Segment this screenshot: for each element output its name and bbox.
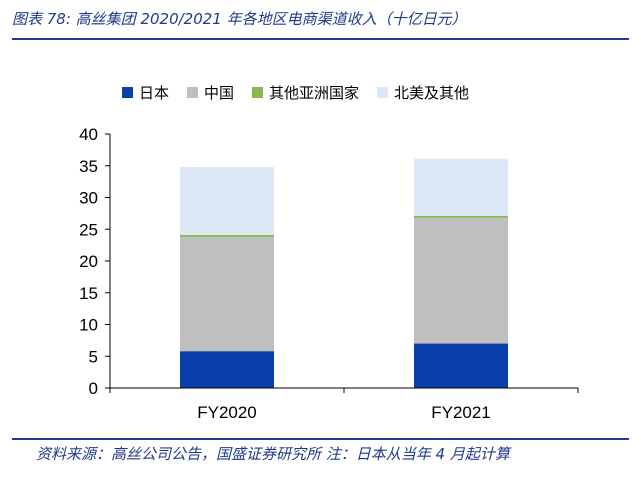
y-tick-label: 0 [89,379,98,398]
y-tick-label: 40 [79,125,98,144]
legend-label-china: 中国 [204,84,235,102]
legend-label-other-asia: 其他亚洲国家 [269,84,360,102]
y-tick-label: 5 [89,347,98,366]
bar-segment-2-fy2020 [180,236,274,352]
x-category-label: FY2020 [197,403,257,422]
legend-swatch-north-america [377,87,389,98]
title-divider [12,38,629,40]
y-tick-label: 35 [79,157,98,176]
y-tick-label: 25 [79,220,98,239]
legend-swatch-other-asia [252,87,264,98]
bar-segment-4-fy2020 [180,167,274,235]
legend-item-japan: 日本 [122,82,169,103]
legend-label-north-america: 北美及其他 [394,84,470,102]
bar-segment-4-fy2021 [414,158,508,216]
bar-segment-2-fy2021 [414,217,508,344]
legend-swatch-japan [122,87,133,98]
bar-segment-3-fy2020 [180,234,274,237]
bar-segment-3-fy2021 [414,215,508,218]
y-tick-label: 10 [79,316,98,335]
bar-segment-1-fy2021 [414,343,508,388]
legend-item-china: 中国 [187,82,234,103]
legend-item-north-america: 北美及其他 [377,82,469,103]
legend-label-japan: 日本 [139,84,170,102]
legend-item-other-asia: 其他亚洲国家 [252,82,359,103]
chart-title: 图表 78: 高丝集团 2020/2021 年各地区电商渠道收入（十亿日元） [12,10,467,28]
y-tick-label: 30 [79,189,98,208]
source-note: 资料来源：高丝公司公告，国盛证券研究所 注：日本从当年 4 月起计算 [36,445,510,463]
bar-segment-1-fy2020 [180,351,274,388]
y-tick-label: 20 [79,252,98,271]
legend: 日本 中国 其他亚洲国家 北美及其他 [122,82,469,103]
legend-swatch-china [187,87,199,98]
y-tick-label: 15 [79,284,98,303]
footer-divider [12,438,629,440]
x-category-label: FY2021 [431,403,491,422]
